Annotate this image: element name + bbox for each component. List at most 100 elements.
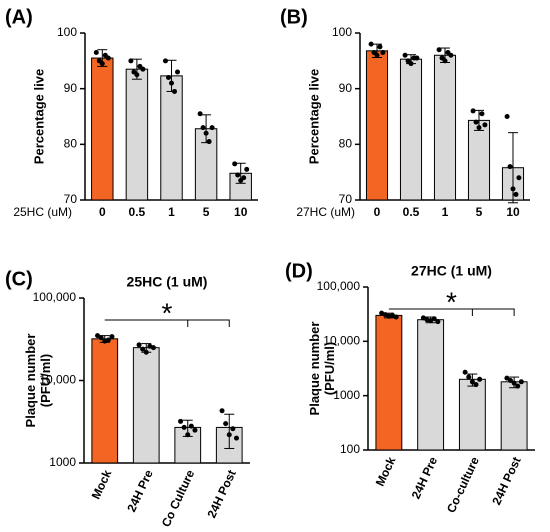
panel-label: (A)	[5, 6, 33, 28]
data-point	[462, 369, 468, 375]
y-tick-label: 70	[339, 192, 353, 206]
data-point	[448, 52, 454, 58]
x-axis-label: 25HC (uM)	[13, 205, 72, 219]
data-point	[169, 80, 174, 86]
y-tick-label: 10,000	[323, 334, 360, 348]
bar	[91, 57, 114, 201]
data-point	[374, 52, 380, 58]
data-point	[513, 191, 519, 197]
data-point	[504, 114, 510, 119]
chart-title: 25HC (1 uM)	[127, 274, 208, 290]
data-point	[105, 55, 111, 61]
data-point	[136, 342, 142, 348]
y-tick-label: 90	[64, 81, 78, 95]
data-point	[232, 161, 238, 167]
data-point	[178, 418, 184, 424]
significance-bracket	[388, 308, 515, 316]
bar	[417, 319, 445, 451]
data-point	[181, 424, 187, 430]
data-point	[368, 41, 374, 47]
data-point	[140, 66, 146, 72]
data-point	[206, 139, 212, 145]
y-tick-label: 100	[57, 25, 77, 39]
panel-label: (D)	[285, 260, 313, 282]
data-point	[165, 75, 171, 81]
data-point	[511, 380, 517, 386]
x-tick-label: 0.5	[403, 205, 420, 219]
data-point	[209, 125, 215, 131]
significance-star: *	[162, 297, 173, 328]
data-point	[200, 125, 206, 131]
data-point	[380, 49, 386, 55]
data-point	[466, 374, 472, 380]
data-point	[235, 172, 241, 178]
y-axis-label: Percentage live	[31, 69, 46, 164]
x-tick-label: 10	[234, 205, 248, 219]
data-point	[192, 427, 198, 433]
panel-label: (B)	[280, 6, 308, 28]
y-tick-label: 100,000	[33, 290, 77, 304]
bar	[160, 75, 183, 201]
x-tick-label: 24H Post	[204, 468, 238, 520]
data-point	[93, 49, 99, 55]
y-axis-label: Plaque number	[307, 322, 322, 416]
data-point	[479, 111, 485, 117]
data-point	[377, 44, 383, 50]
data-point	[99, 61, 105, 67]
data-point	[185, 432, 191, 438]
x-tick-label: 5	[476, 205, 483, 219]
data-point	[203, 130, 209, 136]
data-point	[143, 349, 149, 355]
data-point	[197, 111, 203, 117]
x-tick-label: Mock	[89, 467, 115, 501]
x-tick-label: 10	[506, 205, 520, 219]
data-point	[219, 408, 225, 414]
bar	[433, 54, 457, 201]
y-tick-label: 1000	[49, 455, 76, 469]
data-point	[477, 376, 483, 382]
data-point	[507, 164, 513, 170]
panel-label: (C)	[5, 268, 33, 290]
y-tick-label: 100,000	[317, 279, 361, 293]
data-point	[105, 337, 111, 343]
y-axis-label: (PFU/ml)	[322, 342, 337, 395]
data-point	[442, 58, 448, 64]
bar	[500, 381, 528, 451]
data-point	[241, 175, 247, 181]
data-point	[504, 375, 510, 381]
data-point	[244, 166, 250, 172]
x-tick-label: 5	[203, 205, 210, 219]
data-point	[140, 346, 146, 352]
x-tick-label: 0.5	[129, 205, 146, 219]
bar	[467, 119, 491, 201]
data-point	[431, 316, 437, 322]
data-point	[435, 319, 441, 325]
data-point	[515, 383, 521, 389]
data-point	[95, 333, 101, 339]
bar	[132, 347, 160, 464]
data-point	[393, 314, 399, 320]
data-point	[470, 108, 476, 114]
data-point	[230, 426, 236, 432]
data-point	[134, 72, 140, 78]
data-point	[473, 119, 479, 125]
x-axis-label: 27HC (uM)	[296, 205, 355, 219]
x-tick-label: Co-culture	[444, 454, 482, 515]
y-tick-label: 100	[340, 442, 360, 456]
data-point	[408, 61, 414, 67]
data-point	[98, 335, 104, 341]
y-tick-label: 1000	[333, 388, 360, 402]
bar	[91, 338, 119, 464]
data-point	[476, 125, 482, 131]
data-point	[414, 55, 420, 61]
data-point	[109, 334, 115, 340]
data-point	[233, 435, 239, 441]
x-tick-label: 1	[442, 205, 449, 219]
data-point	[162, 58, 168, 64]
x-tick-label: 24H Pre	[409, 454, 441, 501]
data-point	[175, 69, 181, 75]
chart-title: 27HC (1 uM)	[411, 263, 492, 279]
y-tick-label: 80	[64, 137, 78, 151]
